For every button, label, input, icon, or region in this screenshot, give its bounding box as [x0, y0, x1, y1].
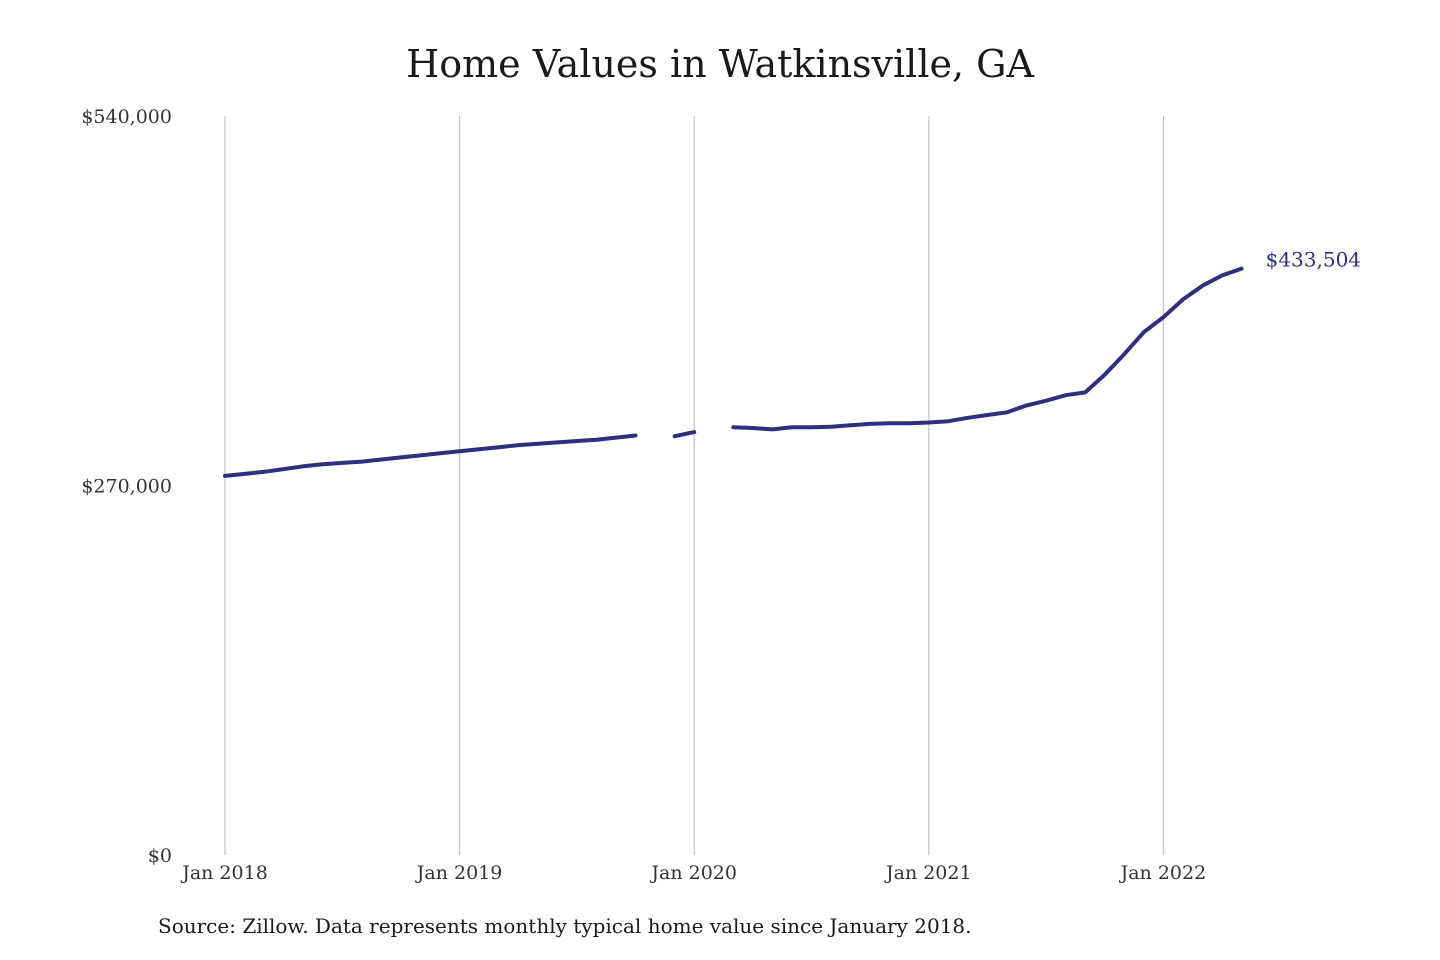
- chart-title: Home Values in Watkinsville, GA: [406, 42, 1034, 86]
- series-line: [223, 433, 638, 478]
- x-tick-label: Jan 2020: [649, 862, 737, 884]
- annotations: $433,504: [1266, 248, 1361, 272]
- end-value-label: $433,504: [1266, 248, 1361, 272]
- x-tick-label: Jan 2019: [415, 862, 503, 884]
- x-tick-label: Jan 2022: [1119, 862, 1207, 884]
- grid-lines: [224, 116, 1165, 855]
- y-axis-ticks: $0 $270,000 $540,000: [81, 106, 172, 867]
- x-tick-label: Jan 2021: [884, 862, 972, 884]
- series-layer: [223, 266, 1244, 478]
- series-line: [672, 430, 697, 439]
- y-tick-label: $270,000: [81, 476, 172, 498]
- x-tick-label: Jan 2018: [180, 862, 268, 884]
- y-tick-label: $0: [148, 845, 172, 867]
- series-line: [731, 266, 1244, 432]
- y-tick-label: $540,000: [81, 106, 172, 128]
- source-note: Source: Zillow. Data represents monthly …: [158, 914, 972, 938]
- x-axis-ticks: Jan 2018 Jan 2019 Jan 2020 Jan 2021 Jan 2022: [180, 862, 1206, 884]
